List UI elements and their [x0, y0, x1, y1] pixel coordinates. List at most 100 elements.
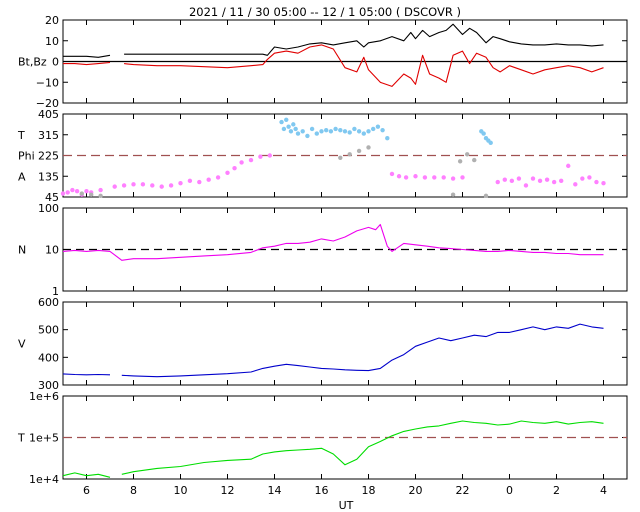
- y-tick-label: 405: [38, 108, 59, 121]
- data-point: [389, 171, 395, 177]
- data-point: [580, 176, 585, 181]
- series-line-t: [62, 420, 604, 478]
- data-point: [537, 178, 543, 184]
- data-point: [347, 130, 352, 135]
- x-tick-label: 8: [130, 484, 137, 497]
- y-axis-label: A: [18, 170, 26, 183]
- data-point: [89, 192, 94, 197]
- y-tick-label: 1e+5: [29, 432, 59, 445]
- data-point: [98, 187, 103, 193]
- y-tick-label: 500: [38, 324, 59, 337]
- data-point: [509, 178, 515, 184]
- x-tick-label: 6: [83, 484, 90, 497]
- data-point: [239, 160, 244, 165]
- panel-angles: 405 315 225 135 45 T Phi A: [17, 108, 628, 204]
- y-tick-label: 10: [45, 244, 59, 257]
- data-point: [356, 129, 362, 134]
- data-point: [465, 152, 470, 157]
- data-point: [112, 184, 117, 189]
- data-point: [288, 129, 294, 134]
- series-line-v: [62, 323, 604, 378]
- data-point: [551, 179, 557, 185]
- data-point: [291, 122, 296, 127]
- data-point: [140, 182, 146, 187]
- data-point: [293, 126, 298, 132]
- data-point: [371, 126, 376, 132]
- data-point: [187, 178, 193, 184]
- y-tick-label: 1: [52, 285, 59, 298]
- data-point: [65, 190, 70, 195]
- data-point: [168, 183, 174, 188]
- x-tick-label: 22: [456, 484, 470, 497]
- data-point: [225, 170, 230, 175]
- data-point: [98, 193, 103, 199]
- data-point: [601, 180, 606, 186]
- data-point: [396, 174, 402, 179]
- data-point: [566, 163, 571, 169]
- y-tick-label: 400: [38, 351, 59, 364]
- y-tick-label: 600: [38, 296, 59, 309]
- y-tick-label: 135: [38, 170, 59, 183]
- series-phi: [60, 153, 606, 197]
- data-point: [324, 127, 329, 133]
- data-point: [495, 179, 500, 185]
- data-point: [300, 129, 305, 134]
- y-axis-label: T: [17, 129, 25, 142]
- data-point: [472, 157, 477, 163]
- data-point: [450, 176, 456, 181]
- data-point: [309, 126, 315, 132]
- data-point: [352, 126, 357, 132]
- data-point: [347, 152, 352, 157]
- x-tick-label: 4: [600, 484, 607, 497]
- data-point: [413, 174, 418, 179]
- y-tick-label: 20: [45, 14, 59, 27]
- data-point: [338, 127, 343, 133]
- data-point: [60, 191, 66, 196]
- x-tick-label: 20: [409, 484, 423, 497]
- y-tick-label: 1e+4: [29, 473, 59, 486]
- x-tick-label: 2: [553, 484, 560, 497]
- data-point: [361, 131, 366, 136]
- y-tick-label: 300: [38, 379, 59, 392]
- chart-title: 2021 / 11 / 30 05:00 -- 12 / 1 05:00 ( D…: [189, 5, 461, 19]
- y-axis-label: N: [18, 244, 26, 257]
- series-line-bt: [63, 23, 604, 58]
- y-tick-label: 315: [38, 129, 59, 142]
- y-tick-label: 0: [52, 56, 59, 69]
- data-point: [74, 189, 80, 194]
- panel-magnetic_field: 20 10 0 −10 −20 Bt,Bz: [18, 14, 628, 110]
- y-tick-label: −10: [36, 76, 59, 89]
- y-tick-label: 45: [45, 191, 59, 204]
- data-point: [70, 187, 75, 193]
- x-tick-label: 12: [221, 484, 235, 497]
- data-point: [328, 129, 334, 134]
- data-point: [79, 191, 85, 196]
- panel-density: 100 10 1 N: [18, 202, 628, 298]
- data-point: [267, 153, 272, 158]
- y-axis-label: V: [18, 338, 26, 351]
- data-point: [483, 193, 489, 199]
- data-point: [197, 179, 202, 185]
- data-point: [319, 129, 324, 134]
- y-axis-label: Phi: [18, 150, 35, 163]
- data-point: [295, 131, 301, 136]
- data-point: [380, 127, 385, 133]
- y-axis-label: Bt,Bz: [18, 56, 47, 69]
- data-point: [366, 129, 371, 134]
- data-point: [587, 175, 592, 180]
- data-point: [530, 176, 536, 181]
- data-point: [457, 159, 463, 164]
- panels: 20100−10−20Bt,Bz40531522513545TPhiA10010…: [17, 14, 628, 497]
- data-point: [286, 124, 291, 129]
- data-point: [356, 148, 362, 154]
- data-point: [385, 136, 390, 141]
- x-axis-label: UT: [339, 499, 354, 512]
- data-point: [594, 179, 599, 185]
- data-point: [403, 175, 409, 180]
- series-theta: [279, 117, 493, 146]
- x-tick-label: 18: [362, 484, 376, 497]
- x-tick-label: 10: [174, 484, 188, 497]
- y-tick-label: 10: [45, 35, 59, 48]
- panel-temperature: 1e+6 1e+5 1e+4 T: [17, 390, 628, 486]
